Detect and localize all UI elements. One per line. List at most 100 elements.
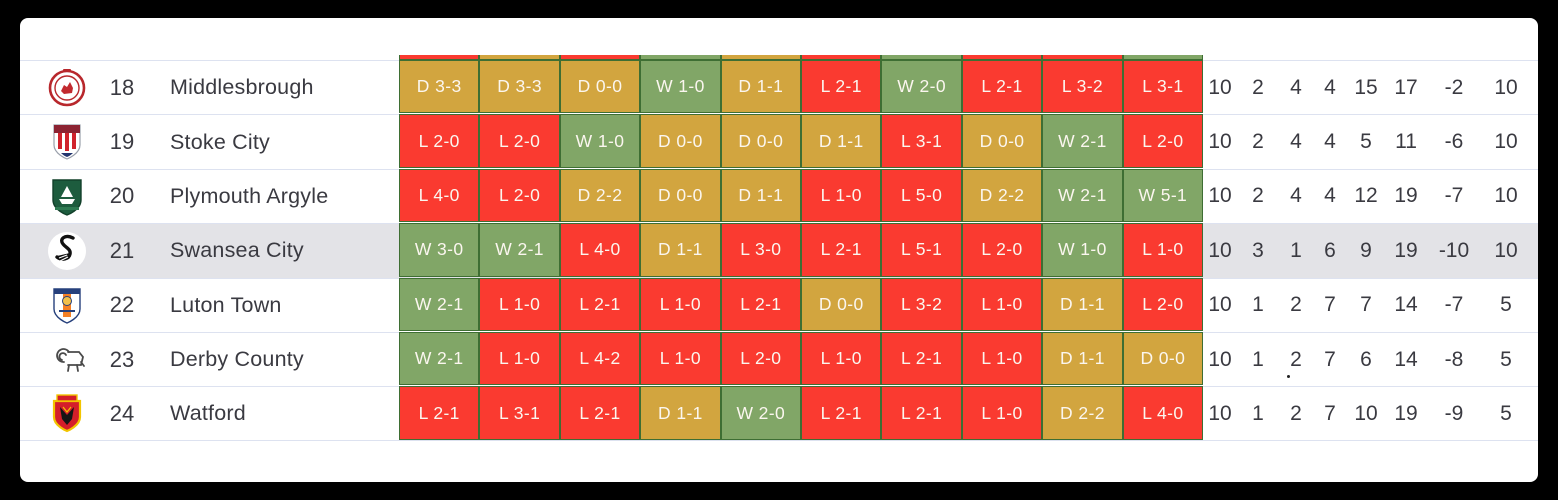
form-cell[interactable]: L 2-1: [559, 277, 641, 331]
form-cell[interactable]: L 1-0: [479, 277, 560, 331]
form-cell[interactable]: L 2-1: [801, 223, 882, 277]
table-row[interactable]: 24 Watford 10 1 2 7 10 19 -9 5: [20, 386, 1538, 441]
form-cell[interactable]: L 1-0: [479, 331, 560, 386]
form-cell[interactable]: W 1-0: [1042, 223, 1123, 277]
middlesbrough-crest-icon: [44, 65, 90, 111]
form-cell[interactable]: L 2-1: [559, 386, 641, 440]
form-cell[interactable]: D 0-0: [640, 114, 721, 168]
form-cell[interactable]: L 1-0: [961, 386, 1043, 440]
form-cell[interactable]: L 2-0: [479, 168, 560, 223]
form-cell[interactable]: L 5-1: [881, 223, 962, 277]
form-cell[interactable]: D 3-3: [399, 60, 480, 114]
form-cell[interactable]: D 1-1: [640, 386, 721, 440]
form-cell[interactable]: W 5-1: [1122, 168, 1204, 223]
form-cell[interactable]: L 5-0: [881, 168, 962, 223]
form-cell-partial: [1042, 55, 1123, 60]
form-cell[interactable]: L 2-1: [961, 60, 1043, 114]
form-cell[interactable]: L 2-0: [399, 114, 480, 168]
form-cell[interactable]: L 1-0: [801, 168, 882, 223]
form-cell[interactable]: L 4-0: [1122, 386, 1204, 440]
form-cell[interactable]: D 1-1: [720, 168, 802, 223]
form-cell[interactable]: L 1-0: [801, 331, 882, 386]
form-cell[interactable]: L 2-0: [961, 223, 1043, 277]
form-cell[interactable]: L 2-0: [1122, 277, 1204, 331]
form-cell[interactable]: D 1-1: [801, 114, 882, 168]
form-cell[interactable]: D 2-2: [1042, 386, 1123, 440]
form-cell[interactable]: D 0-0: [559, 60, 641, 114]
form-cell[interactable]: D 0-0: [640, 168, 721, 223]
form-cell[interactable]: W 2-1: [1042, 114, 1123, 168]
stat-won: 1: [1252, 293, 1264, 317]
form-cell[interactable]: L 3-1: [479, 386, 560, 440]
form-cell[interactable]: L 3-1: [1122, 60, 1204, 114]
stat-gd: -10: [1438, 238, 1470, 262]
form-cell[interactable]: L 1-0: [961, 331, 1043, 386]
form-cell[interactable]: L 2-0: [479, 114, 560, 168]
form-cell[interactable]: L 2-0: [720, 331, 802, 386]
form-cell[interactable]: L 2-1: [399, 386, 480, 440]
form-cell[interactable]: D 1-1: [1042, 277, 1123, 331]
stat-lost: 4: [1324, 184, 1336, 208]
stat-drawn: 1: [1290, 238, 1302, 262]
stat-points: 10: [1494, 130, 1518, 154]
form-cell[interactable]: L 1-0: [1122, 223, 1204, 277]
stat-gd: -7: [1444, 184, 1464, 208]
form-cell[interactable]: W 2-1: [1042, 168, 1123, 223]
form-cell[interactable]: L 3-1: [881, 114, 962, 168]
form-cell[interactable]: W 2-1: [399, 277, 480, 331]
form-cell[interactable]: L 2-1: [881, 386, 962, 440]
form-cell[interactable]: L 3-2: [881, 277, 962, 331]
form-cell[interactable]: L 2-1: [881, 331, 962, 386]
form-cell[interactable]: D 0-0: [961, 114, 1043, 168]
stat-points: 10: [1494, 184, 1518, 208]
form-cell[interactable]: W 2-0: [881, 60, 962, 114]
form-cell[interactable]: D 1-1: [640, 223, 721, 277]
stat-gf: 15: [1354, 75, 1378, 99]
stat-drawn: 2: [1290, 401, 1302, 425]
watford-crest-icon: [44, 391, 90, 437]
form-cell[interactable]: W 2-1: [479, 223, 560, 277]
form-cell[interactable]: W 2-0: [720, 386, 802, 440]
form-cell[interactable]: D 3-3: [479, 60, 560, 114]
form-cell[interactable]: L 2-0: [1122, 114, 1204, 168]
form-cell[interactable]: D 2-2: [961, 168, 1043, 223]
form-cell[interactable]: W 1-0: [640, 60, 721, 114]
form-cell[interactable]: W 3-0: [399, 223, 480, 277]
form-cell-partial: [1122, 55, 1204, 60]
form-cell[interactable]: D 0-0: [1122, 331, 1204, 386]
form-cell[interactable]: L 4-0: [399, 168, 480, 223]
stats-group: 10 1 2 7 10 19 -9 5: [1202, 387, 1530, 439]
form-cell[interactable]: D 1-1: [720, 60, 802, 114]
stat-drawn: 4: [1290, 184, 1302, 208]
stat-gd: -7: [1444, 293, 1464, 317]
form-cell[interactable]: D 2-2: [559, 168, 641, 223]
form-cell[interactable]: W 2-1: [399, 331, 480, 386]
form-cell[interactable]: D 0-0: [720, 114, 802, 168]
form-cell[interactable]: D 1-1: [1042, 331, 1123, 386]
form-cell[interactable]: D 0-0: [801, 277, 882, 331]
form-cell-partial: [720, 55, 802, 60]
form-cell[interactable]: L 4-2: [559, 331, 641, 386]
form-cell[interactable]: L 2-1: [720, 277, 802, 331]
form-cell[interactable]: L 1-0: [640, 331, 721, 386]
stat-played: 10: [1208, 75, 1232, 99]
table-row[interactable]: 18 Middlesbrough 10 2 4 4 15 17 -2 10: [20, 60, 1538, 114]
form-cell[interactable]: L 1-0: [640, 277, 721, 331]
form-cell[interactable]: L 4-0: [559, 223, 641, 277]
stat-points: 5: [1500, 347, 1512, 371]
form-cell[interactable]: W 1-0: [559, 114, 641, 168]
stat-points: 10: [1494, 238, 1518, 262]
form-cell[interactable]: L 3-2: [1042, 60, 1123, 114]
stats-group: 10 2 4 4 5 11 -6 10: [1202, 115, 1530, 168]
team-name: Luton Town: [170, 292, 282, 317]
form-cell[interactable]: L 2-1: [801, 60, 882, 114]
position-number: 21: [109, 237, 135, 263]
form-row: W 2-1 L 1-0 L 2-1 L 1-0 L 2-1 D 0-0 L 3-2 L 1-0…: [399, 277, 1204, 331]
form-guide-grid: D 3-3 D 3-3 D 0-0 W 1-0 D 1-1 L 2-1 W 2-0 L 2-1…: [399, 55, 1204, 441]
luton-crest-icon: [44, 283, 90, 329]
form-cell[interactable]: L 2-1: [801, 386, 882, 440]
stat-gd: -8: [1444, 347, 1464, 371]
position-number: 19: [109, 129, 135, 155]
form-cell[interactable]: L 1-0: [961, 277, 1043, 331]
form-cell[interactable]: L 3-0: [720, 223, 802, 277]
